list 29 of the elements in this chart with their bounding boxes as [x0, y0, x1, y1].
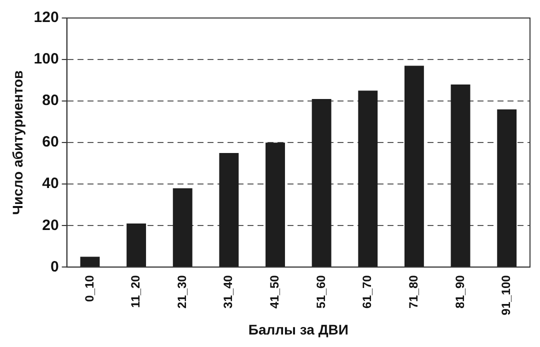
- x-tick-label: 21_30: [174, 274, 189, 309]
- y-tick-label: 40: [42, 175, 59, 192]
- x-axis-title: Баллы за ДВИ: [248, 321, 348, 338]
- x-tick-label: 81_90: [452, 274, 467, 309]
- x-tick-label: 71_80: [406, 274, 421, 309]
- bar: [266, 142, 285, 267]
- bar: [312, 98, 332, 267]
- bar: [358, 90, 378, 267]
- y-tick-label: 100: [34, 50, 59, 68]
- y-tick-label: 0: [50, 258, 59, 276]
- x-tick-label: 11_20: [128, 274, 143, 308]
- x-tick-label: 41_50: [268, 274, 282, 309]
- bar: [450, 84, 470, 267]
- y-tick-label: 120: [34, 9, 59, 26]
- x-tick-label: 61_70: [360, 274, 374, 309]
- bar: [172, 188, 192, 267]
- x-tick-label: 31_40: [221, 274, 236, 309]
- bar: [219, 152, 239, 267]
- x-tick-label: 51_60: [314, 274, 328, 309]
- bar: [80, 256, 100, 267]
- bar: [497, 109, 517, 267]
- x-tick-label: 91_100: [499, 274, 514, 316]
- bar: [126, 224, 146, 267]
- bar: [404, 66, 424, 267]
- y-tick-label: 80: [42, 92, 59, 110]
- x-tick-label: 0_10: [82, 274, 96, 302]
- y-axis-title: Число абитуриентов: [9, 70, 26, 215]
- y-tick-label: 60: [42, 134, 59, 151]
- y-tick-label: 20: [42, 216, 59, 234]
